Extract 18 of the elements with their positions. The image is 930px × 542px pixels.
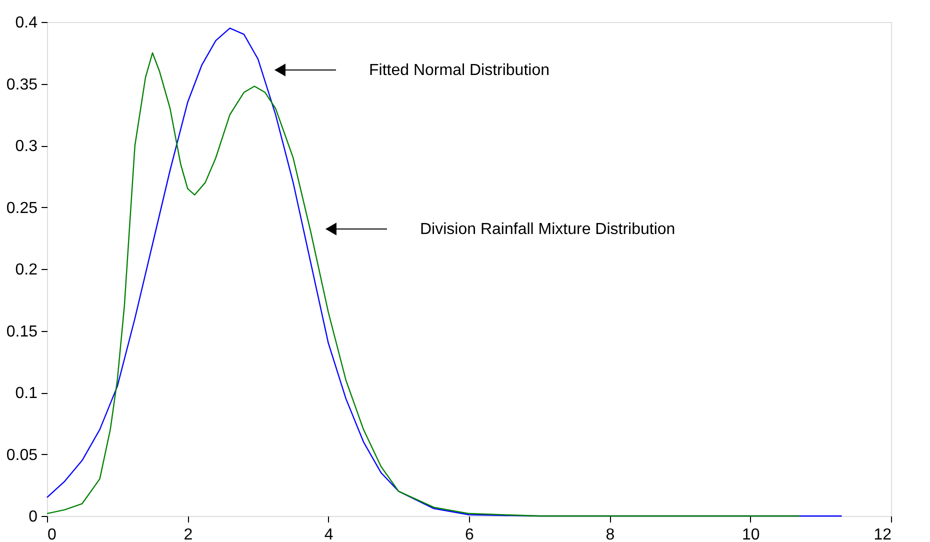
y-tick-label: 0.3	[15, 138, 38, 155]
x-tick-label: 0	[48, 526, 56, 542]
x-tick-label: 6	[465, 526, 474, 542]
annotation: Fitted Normal Distribution	[369, 62, 550, 79]
y-tick-label: 0.4	[15, 14, 38, 32]
x-tick-label: 2	[184, 526, 193, 542]
y-tick-label: 0.1	[15, 385, 38, 402]
y-tick-label: 0.2	[15, 262, 38, 278]
y-tick-label: 0.05	[6, 446, 38, 464]
y-tick-label: 0.35	[6, 76, 38, 94]
x-tick-label: 12	[874, 526, 892, 542]
annotation: Division Rainfall Mixture Distribution	[420, 221, 676, 238]
x-tick-label: 8	[606, 526, 615, 542]
y-tick-label: 0.25	[6, 200, 38, 217]
x-tick-label: 4	[324, 526, 334, 542]
x-tick-label: 10	[742, 526, 760, 542]
y-tick-label: 0	[28, 508, 38, 526]
y-tick-label: 0.15	[6, 323, 38, 340]
